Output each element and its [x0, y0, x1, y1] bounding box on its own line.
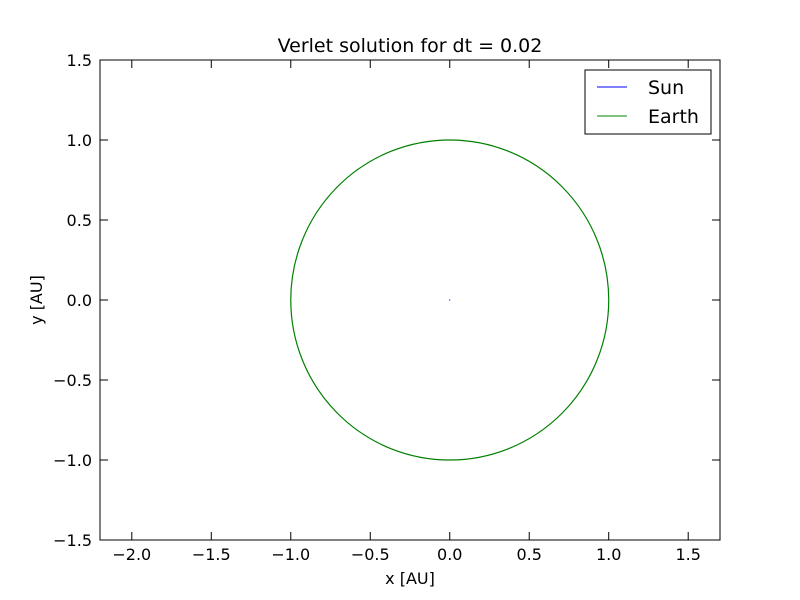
legend-box — [584, 69, 712, 135]
y-tick-label: −1.5 — [53, 531, 92, 550]
y-tick-label: 0.5 — [67, 211, 92, 230]
x-axis-label: x [AU] — [385, 569, 435, 588]
series-earth-orbit — [290, 139, 610, 461]
series-layer — [290, 139, 610, 461]
x-tick-label: −2.0 — [112, 545, 151, 564]
x-tick-label: −1.5 — [192, 545, 231, 564]
legend: Sun Earth — [584, 69, 712, 135]
plot-area — [290, 139, 610, 461]
ticks-layer: −2.0 −1.5 −1.0 −0.5 0.0 0.5 1.0 1.5 1.5 1.0 0.5 0.0… — [53, 51, 720, 564]
y-axis-label: y [AU] — [27, 275, 46, 325]
x-tick-label: 0.5 — [517, 545, 542, 564]
chart-title: Verlet solution for dt = 0.02 — [278, 35, 543, 57]
x-tick-label: 1.5 — [675, 545, 700, 564]
legend-label-earth: Earth — [648, 106, 699, 128]
x-tick-label: 1.0 — [596, 545, 621, 564]
y-tick-label: 1.0 — [67, 131, 92, 150]
y-tick-label: 1.5 — [67, 51, 92, 70]
y-tick-label: −0.5 — [53, 371, 92, 390]
y-tick-label: 0.0 — [67, 291, 92, 310]
x-tick-label: −1.0 — [271, 545, 310, 564]
x-tick-label: −0.5 — [351, 545, 390, 564]
legend-label-sun: Sun — [648, 77, 684, 99]
x-tick-label: 0.0 — [437, 545, 462, 564]
y-tick-label: −1.0 — [53, 451, 92, 470]
series-sun-point — [449, 299, 451, 301]
